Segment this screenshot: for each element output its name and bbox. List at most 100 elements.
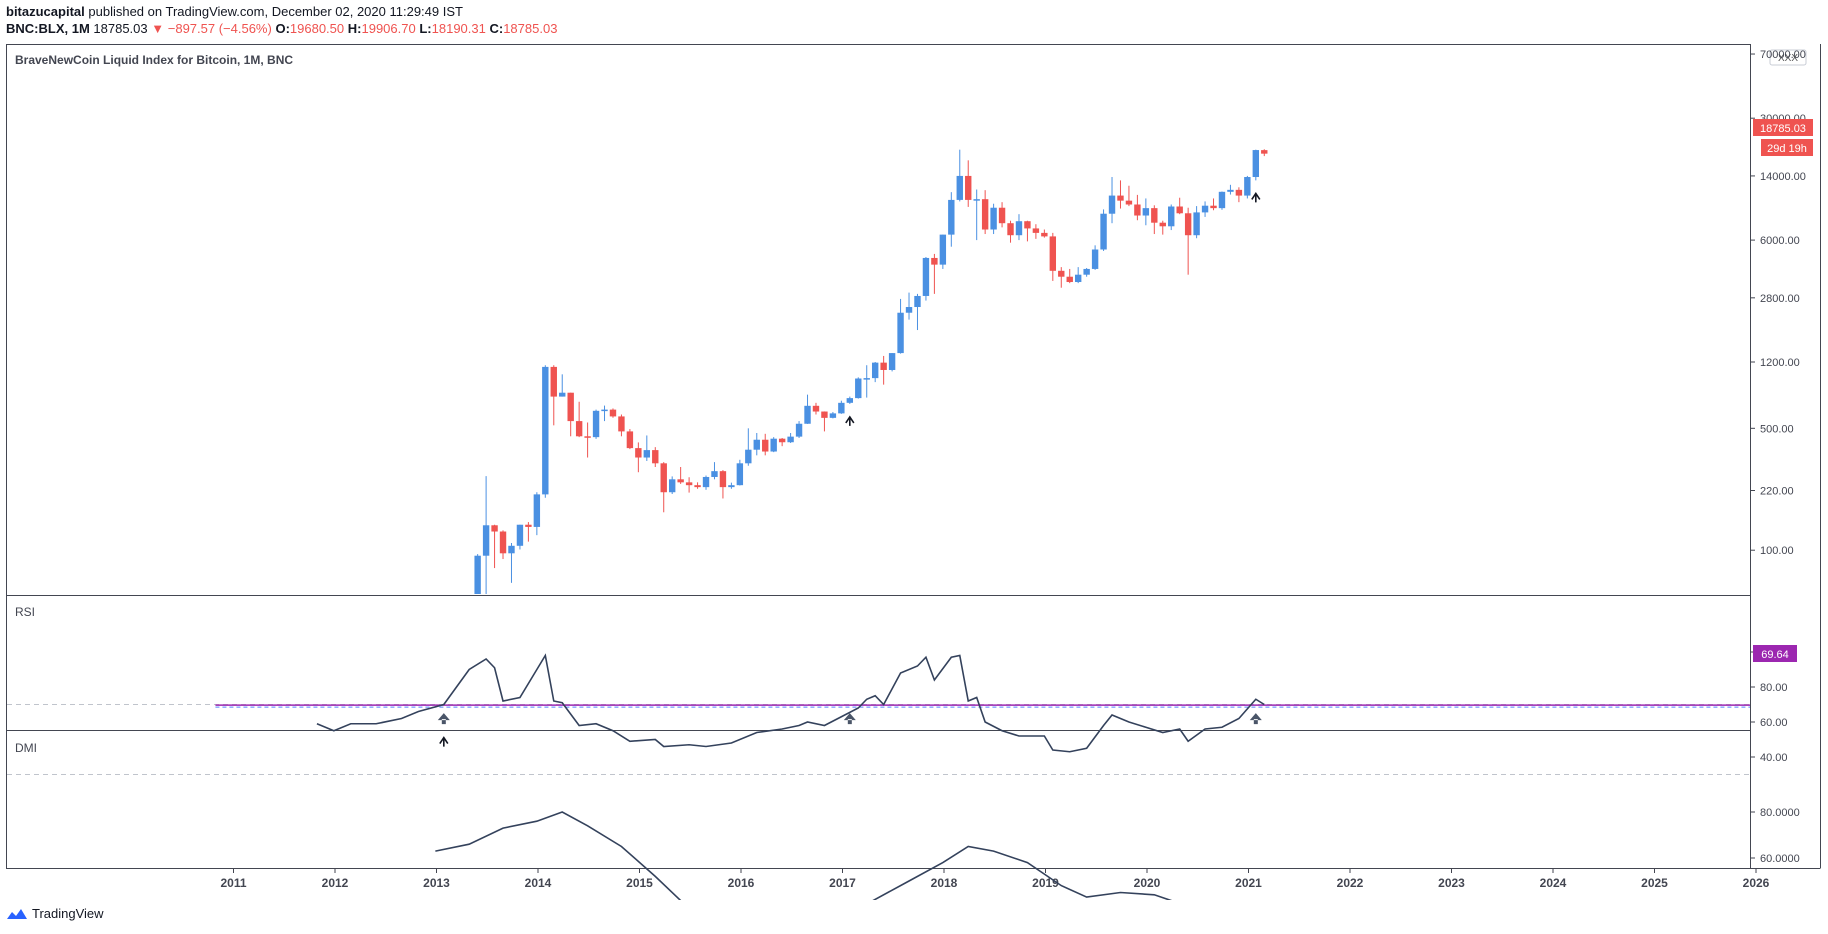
candle-body [1058, 270, 1065, 277]
candle-body [1083, 268, 1090, 275]
rsi-pane-frame [6, 595, 1751, 731]
candle-body [736, 463, 744, 486]
candle-body [1235, 189, 1243, 196]
candlestick-series [474, 149, 1268, 594]
candle-body [592, 410, 600, 438]
price-pane-frame [6, 44, 1751, 596]
candle-body [753, 439, 760, 450]
rsi-series [7, 653, 1750, 775]
candle-body [618, 416, 625, 432]
candle-body [1117, 195, 1124, 201]
last-price-tag-text: 18785.03 [1760, 123, 1806, 135]
candle-body [1024, 221, 1031, 229]
candle-body [1091, 249, 1099, 269]
last-price-tag: 18785.03 [1753, 119, 1813, 136]
candle-body [1151, 208, 1158, 223]
candle-body [973, 199, 980, 201]
rsi-value-tag: 69.64 [1753, 645, 1797, 662]
candle-body [1210, 205, 1217, 209]
candle-body [1252, 150, 1260, 178]
candle-body [888, 353, 896, 370]
high-label: H: [347, 21, 362, 36]
rsi-value-tag-text: 69.64 [1761, 649, 1789, 661]
candle-body [626, 431, 634, 449]
time-tick-label: 2011 [220, 876, 246, 890]
price-tick-label: 6000.00 [1760, 235, 1800, 247]
candle-body [533, 494, 541, 527]
symbol-label[interactable]: BNC:BLX, 1M [6, 21, 90, 36]
candle-body [668, 479, 676, 493]
price-tick-label: 2800.00 [1760, 293, 1800, 305]
candle-body [567, 392, 574, 422]
candle-body [491, 525, 498, 532]
dmi-tick-label: 40.0000 [1760, 899, 1800, 900]
price-pane-title: BraveNewCoin Liquid Index for Bitcoin, 1… [15, 53, 293, 67]
rsi-tick-label: 40.00 [1760, 752, 1788, 764]
candle-body [1184, 213, 1192, 236]
countdown-tag: 29d 19h [1761, 139, 1813, 156]
candle-body [948, 199, 955, 235]
candle-body [804, 405, 811, 424]
price-tick-label: 70000.00 [1760, 49, 1806, 61]
candle-body [1015, 221, 1023, 236]
scale-mode-badge[interactable] [1769, 49, 1807, 66]
candle-body [812, 405, 820, 412]
candle-body [728, 485, 735, 488]
candle-body [525, 524, 532, 527]
candle-body [905, 307, 913, 313]
rsi-up-arrow-marker [1249, 713, 1262, 725]
footer-brand[interactable]: TradingView [32, 906, 104, 921]
candle-body [1201, 205, 1209, 213]
published-text: published on TradingView.com, December 0… [88, 4, 463, 19]
candle-body [990, 207, 997, 230]
candle-body [508, 545, 515, 554]
candle-body [1244, 177, 1251, 196]
candle-body [1125, 200, 1133, 205]
close-value: 18785.03 [503, 21, 558, 36]
candle-body [1049, 236, 1057, 271]
price-tick-label: 1200.00 [1760, 357, 1800, 369]
candle-body [880, 362, 887, 370]
candle-body [660, 463, 667, 493]
dmi-tick-label: 80.0000 [1760, 807, 1800, 819]
candle-body [474, 555, 481, 594]
candle-body [1032, 228, 1040, 233]
time-tick-label: 2018 [931, 876, 958, 890]
candle-body [762, 439, 769, 452]
time-tick-label: 2015 [626, 876, 653, 890]
time-tick-label: 2020 [1134, 876, 1161, 890]
candle-body [998, 207, 1006, 224]
time-tick-label: 2026 [1743, 876, 1770, 890]
dmi-series [435, 811, 1173, 900]
candle-body [829, 413, 837, 418]
candle-body [482, 525, 490, 556]
time-axis[interactable]: 2011 2012 2013 2014 2015 2016 2017 2018 2019 2020… [220, 868, 1828, 890]
candle-body [542, 366, 549, 495]
open-value: 19680.50 [289, 21, 345, 36]
chart-canvas[interactable]: BraveNewCoin Liquid Index for Bitcoin, 1… [0, 0, 1828, 900]
low-label: L: [419, 21, 432, 36]
candle-body [922, 257, 930, 296]
candle-body [863, 378, 870, 380]
candle-body [1159, 222, 1166, 227]
candle-body [871, 362, 879, 379]
price-up-arrow-marker [1251, 191, 1261, 203]
candle-body [711, 471, 718, 477]
open-label: O: [275, 21, 290, 36]
candle-body [702, 476, 710, 488]
dmi-axis[interactable]: 80.0000 60.0000 40.0000 [1750, 807, 1800, 900]
time-tick-label: 2016 [728, 876, 755, 890]
candle-body [931, 257, 938, 265]
footer: TradingView [6, 906, 104, 921]
time-tick-label: 2019 [1032, 876, 1059, 890]
candle-body [855, 378, 862, 399]
candle-body [1176, 206, 1183, 214]
author-name[interactable]: bitazucapital [6, 4, 85, 19]
publish-info: bitazucapital published on TradingView.c… [6, 4, 463, 19]
price-tick-label: 500.00 [1760, 423, 1794, 435]
price-axis[interactable]: 70000.0030000.0014000.006000.002800.0012… [1750, 49, 1806, 557]
rsi-tick-label: 60.00 [1760, 717, 1788, 729]
candle-body [1100, 213, 1107, 250]
countdown-tag-text: 29d 19h [1767, 143, 1807, 155]
